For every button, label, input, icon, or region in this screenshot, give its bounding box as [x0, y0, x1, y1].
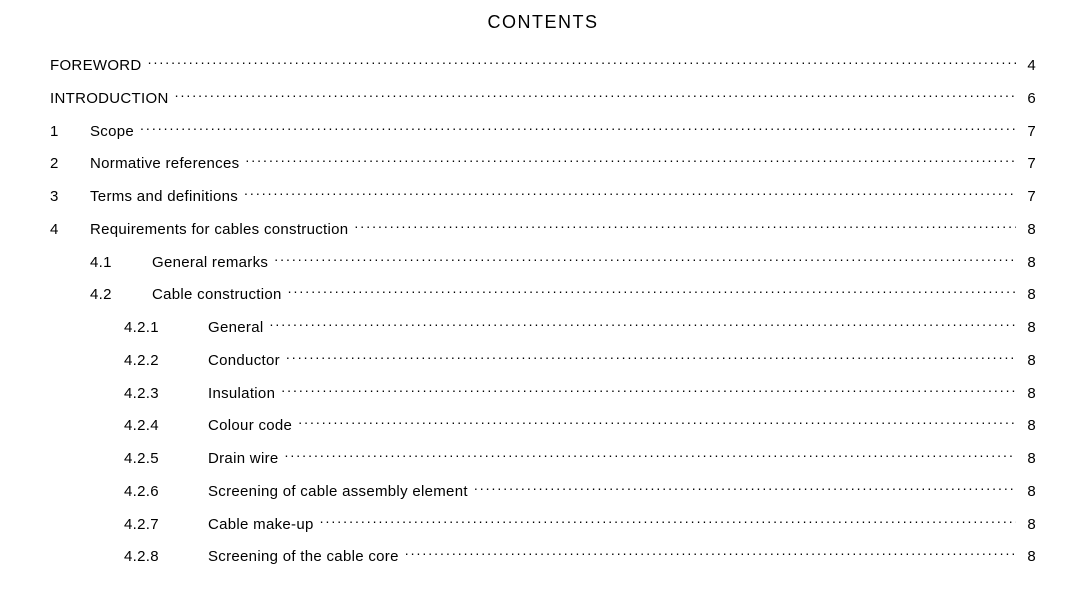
toc-entry: 4.2.8Screening of the cable core 8: [50, 546, 1036, 568]
toc-entry-page: 8: [1016, 514, 1036, 536]
toc-entry-number: 1: [50, 121, 90, 143]
toc-entry-number: 4.1: [90, 252, 152, 274]
toc-entry-page: 8: [1016, 546, 1036, 568]
toc-entry: 4.2.6Screening of cable assembly element…: [50, 481, 1036, 503]
toc-leader-dots: [285, 448, 1016, 463]
toc-entry-number: 4.2.3: [124, 383, 208, 405]
toc-entry-page: 8: [1016, 415, 1036, 437]
toc-entry-page: 7: [1016, 153, 1036, 175]
toc-entry-label: General: [208, 317, 269, 339]
toc-entry-label: Requirements for cables construction: [90, 219, 354, 241]
toc-leader-dots: [286, 350, 1016, 365]
toc-entry: 4.2Cable construction 8: [50, 284, 1036, 306]
toc-entry-number: 4.2.1: [124, 317, 208, 339]
toc-entry: 2Normative references 7: [50, 153, 1036, 175]
toc-entry-label: Screening of cable assembly element: [208, 481, 474, 503]
toc-entry-label: Terms and definitions: [90, 186, 244, 208]
toc-leader-dots: [269, 317, 1016, 332]
toc-leader-dots: [288, 284, 1016, 299]
toc-entry-label: Cable make-up: [208, 514, 320, 536]
toc-entry-page: 8: [1016, 219, 1036, 241]
toc-entry: FOREWORD 4: [50, 55, 1036, 77]
toc-entry-number: 4.2.8: [124, 546, 208, 568]
toc-entry-page: 8: [1016, 481, 1036, 503]
toc-entry-label: INTRODUCTION: [50, 88, 175, 110]
toc-entry-page: 8: [1016, 252, 1036, 274]
toc-entry: INTRODUCTION 6: [50, 88, 1036, 110]
toc-entry-label: Screening of the cable core: [208, 546, 405, 568]
toc-leader-dots: [320, 514, 1016, 529]
toc-entry: 4.1General remarks 8: [50, 252, 1036, 274]
toc-entry: 1Scope 7: [50, 121, 1036, 143]
toc-entry-number: 4.2.4: [124, 415, 208, 437]
toc-leader-dots: [245, 153, 1016, 168]
toc-entry-label: Conductor: [208, 350, 286, 372]
toc-entry-number: 4: [50, 219, 90, 241]
toc-entry-label: Insulation: [208, 383, 281, 405]
toc-entry: 4.2.3Insulation 8: [50, 383, 1036, 405]
toc-entry-page: 4: [1016, 55, 1036, 77]
toc-entry-label: General remarks: [152, 252, 274, 274]
toc-entry: 4.2.2Conductor 8: [50, 350, 1036, 372]
toc-entry-number: 2: [50, 153, 90, 175]
toc-entry-label: Scope: [90, 121, 140, 143]
toc-leader-dots: [274, 252, 1016, 267]
toc-leader-dots: [474, 481, 1016, 496]
toc-leader-dots: [175, 88, 1016, 103]
toc-leader-dots: [281, 383, 1016, 398]
toc-entry-number: 4.2.5: [124, 448, 208, 470]
table-of-contents: FOREWORD4INTRODUCTION61Scope72Normative …: [50, 55, 1036, 568]
toc-entry-number: 4.2.2: [124, 350, 208, 372]
toc-entry-page: 8: [1016, 383, 1036, 405]
toc-entry-page: 7: [1016, 186, 1036, 208]
toc-entry-label: Cable construction: [152, 284, 288, 306]
toc-entry-page: 7: [1016, 121, 1036, 143]
page-title: CONTENTS: [50, 12, 1036, 33]
toc-leader-dots: [405, 546, 1016, 561]
toc-entry-label: Colour code: [208, 415, 298, 437]
toc-entry-page: 8: [1016, 284, 1036, 306]
toc-entry: 4.2.4Colour code 8: [50, 415, 1036, 437]
toc-entry-page: 6: [1016, 88, 1036, 110]
toc-entry-page: 8: [1016, 317, 1036, 339]
page: CONTENTS FOREWORD4INTRODUCTION61Scope72N…: [0, 0, 1072, 599]
toc-entry-label: Drain wire: [208, 448, 285, 470]
toc-entry-label: FOREWORD: [50, 55, 148, 77]
toc-leader-dots: [298, 415, 1016, 430]
toc-entry: 4.2.5Drain wire 8: [50, 448, 1036, 470]
toc-entry: 4Requirements for cables construction 8: [50, 219, 1036, 241]
toc-entry-number: 4.2: [90, 284, 152, 306]
toc-leader-dots: [244, 186, 1016, 201]
toc-entry-page: 8: [1016, 350, 1036, 372]
toc-leader-dots: [148, 55, 1016, 70]
toc-entry-number: 3: [50, 186, 90, 208]
toc-entry-number: 4.2.7: [124, 514, 208, 536]
toc-leader-dots: [140, 121, 1016, 136]
toc-entry: 3Terms and definitions 7: [50, 186, 1036, 208]
toc-entry-number: 4.2.6: [124, 481, 208, 503]
toc-entry: 4.2.7Cable make-up 8: [50, 514, 1036, 536]
toc-entry: 4.2.1General 8: [50, 317, 1036, 339]
toc-entry-label: Normative references: [90, 153, 245, 175]
toc-entry-page: 8: [1016, 448, 1036, 470]
toc-leader-dots: [354, 219, 1016, 234]
